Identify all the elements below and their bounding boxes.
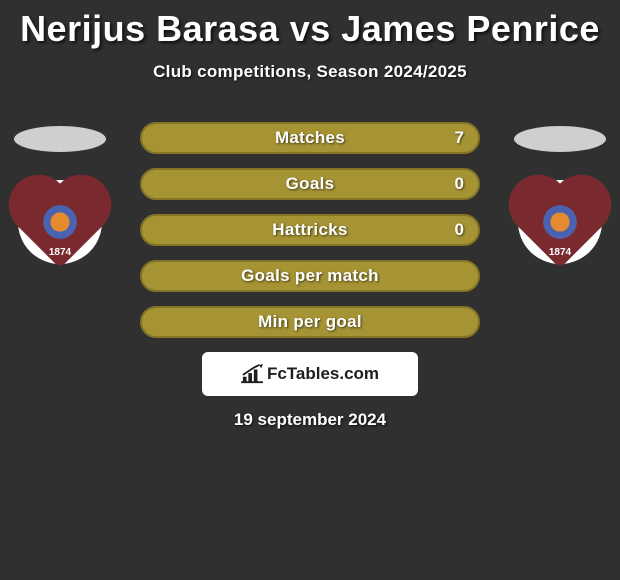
stat-label: Goals — [286, 174, 335, 194]
stat-row: Goals 0 — [140, 168, 480, 200]
brand-box: FcTables.com — [202, 352, 418, 396]
stat-row: Goals per match — [140, 260, 480, 292]
player-right-crest: 1874 — [518, 180, 602, 264]
crest-year-right: 1874 — [530, 247, 590, 258]
stat-rows: Matches 7 Goals 0 Hattricks 0 Goals per … — [140, 122, 480, 352]
stat-label: Min per goal — [258, 312, 362, 332]
stat-value-right: 7 — [455, 128, 464, 148]
crest-year-left: 1874 — [30, 247, 90, 258]
stat-value-right: 0 — [455, 220, 464, 240]
brand-text: FcTables.com — [267, 364, 379, 384]
stat-row: Matches 7 — [140, 122, 480, 154]
player-left-oval — [14, 126, 106, 152]
player-right-oval — [514, 126, 606, 152]
stat-label: Goals per match — [241, 266, 379, 286]
stat-row: Hattricks 0 — [140, 214, 480, 246]
stat-row: Min per goal — [140, 306, 480, 338]
date-label: 19 september 2024 — [0, 410, 620, 430]
page-title: Nerijus Barasa vs James Penrice — [0, 0, 620, 50]
bar-chart-icon — [241, 364, 263, 384]
stat-label: Matches — [275, 128, 345, 148]
stat-value-right: 0 — [455, 174, 464, 194]
stat-label: Hattricks — [272, 220, 347, 240]
page-subtitle: Club competitions, Season 2024/2025 — [0, 62, 620, 82]
player-left-crest: 1874 — [18, 180, 102, 264]
